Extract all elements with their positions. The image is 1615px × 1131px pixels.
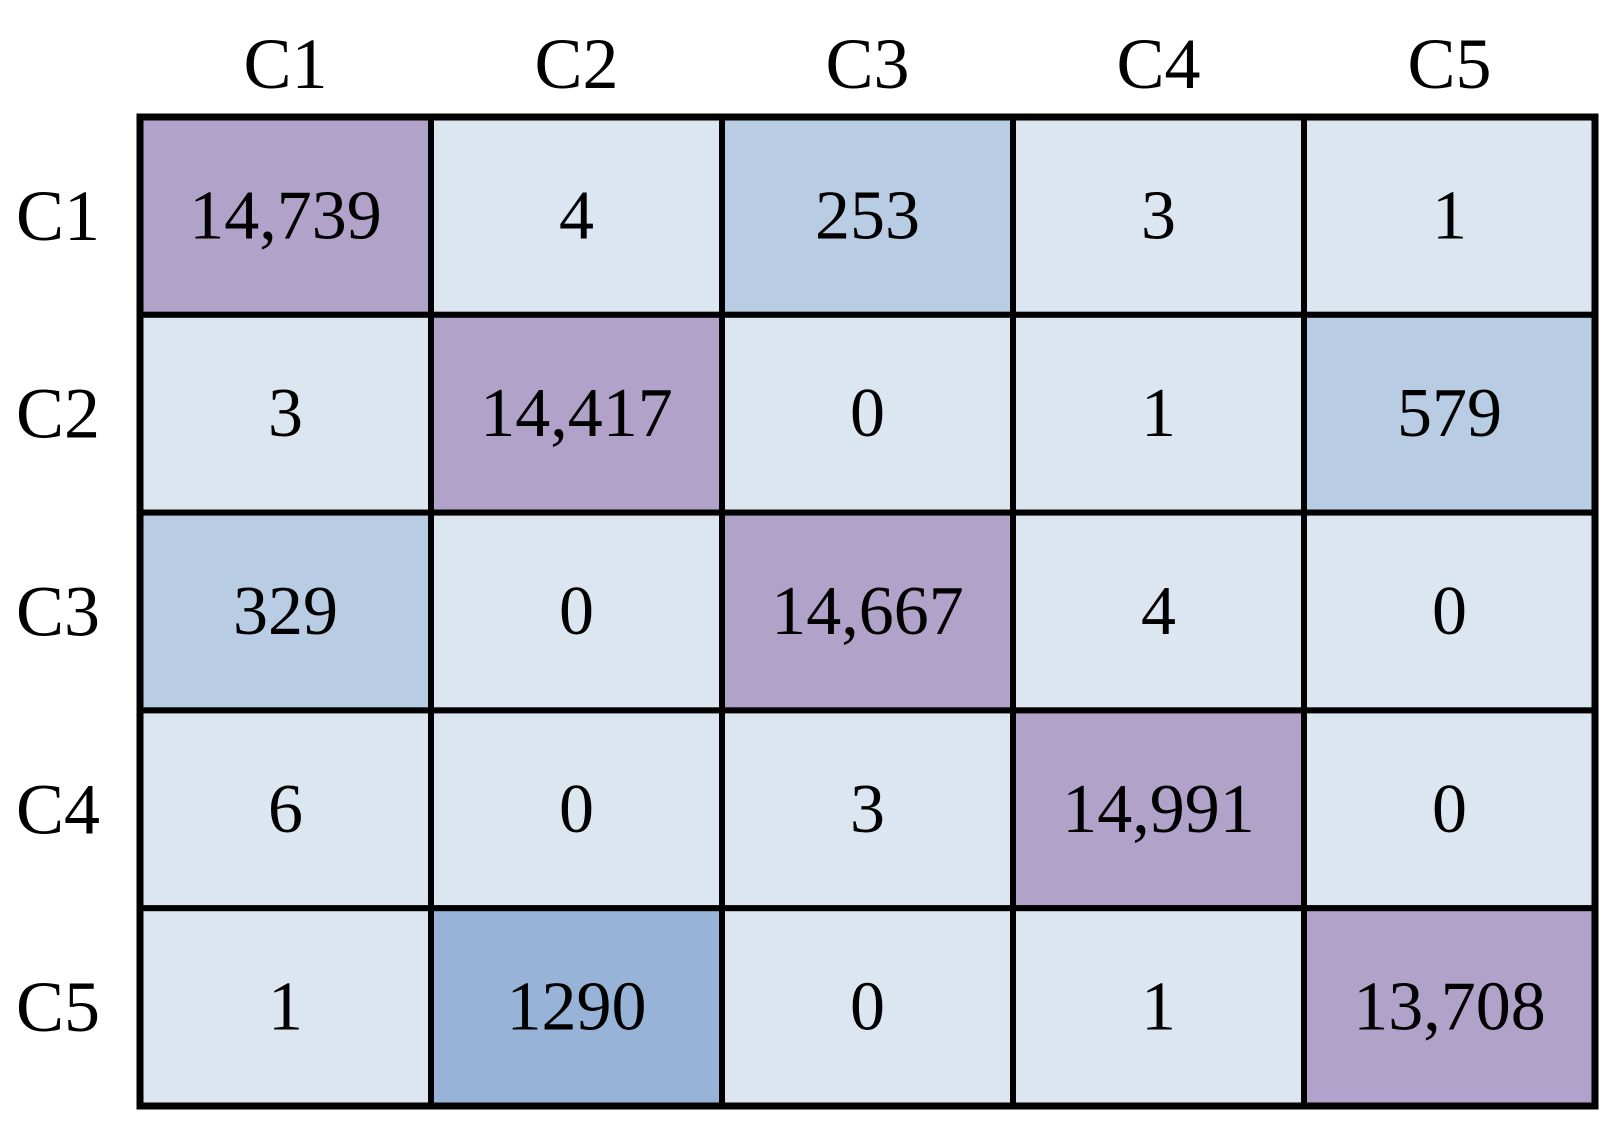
- column-label-c3: C3: [825, 24, 909, 104]
- matrix-cells: [137, 114, 1598, 1110]
- row-label-c1: C1: [16, 176, 100, 256]
- cell-value-r1-c1: 14,739: [189, 177, 382, 254]
- cell-value-r4-c4: 14,991: [1062, 771, 1255, 848]
- matrix-cell-r4-c5: [1301, 707, 1598, 912]
- cell-value-r4-c5: 0: [1432, 771, 1467, 848]
- matrix-cell-r2-c3: [719, 311, 1016, 516]
- column-label-c4: C4: [1116, 24, 1200, 104]
- cell-value-r4-c2: 0: [559, 771, 594, 848]
- cell-value-r1-c2: 4: [559, 177, 594, 254]
- matrix-outer-border: [136, 113, 1599, 1110]
- row-label-c4: C4: [16, 769, 100, 849]
- cell-value-r3-c3: 14,667: [771, 573, 964, 650]
- cell-value-r1-c3: 253: [815, 177, 920, 254]
- column-label-c2: C2: [534, 24, 618, 104]
- row-label-c5: C5: [16, 967, 100, 1047]
- matrix-cell-r5-c3: [719, 905, 1016, 1110]
- matrix-cell-r4-c4: [1010, 707, 1307, 912]
- matrix-cell-r3-c4: [1010, 509, 1307, 714]
- cell-value-r2-c3: 0: [850, 375, 885, 452]
- column-header-labels: C1 C2 C3 C4 C5: [243, 24, 1491, 104]
- matrix-cell-r5-c1: [137, 905, 434, 1110]
- row-header-labels: C1 C2 C3 C4 C5: [16, 176, 100, 1047]
- row-label-c2: C2: [16, 374, 100, 454]
- matrix-cell-values: 14,739 4 253 3 1 3 14,417 0 1 579 329 0 14,667 4 0 6 0 3 1…: [189, 177, 1546, 1045]
- cell-value-r2-c1: 3: [268, 375, 303, 452]
- cell-value-r3-c2: 0: [559, 573, 594, 650]
- cell-value-r5-c3: 0: [850, 969, 885, 1046]
- cell-value-r2-c5: 579: [1397, 375, 1502, 452]
- cell-value-r1-c5: 1: [1432, 177, 1467, 254]
- column-label-c5: C5: [1407, 24, 1491, 104]
- row-label-c3: C3: [16, 572, 100, 652]
- cell-value-r3-c4: 4: [1141, 573, 1176, 650]
- cell-value-r4-c1: 6: [268, 771, 303, 848]
- cell-value-r3-c5: 0: [1432, 573, 1467, 650]
- cell-value-r5-c1: 1: [268, 969, 303, 1046]
- cell-value-r5-c2: 1290: [507, 969, 647, 1046]
- cell-value-r2-c4: 1: [1141, 375, 1176, 452]
- matrix-cell-r2-c5: [1301, 311, 1598, 516]
- cell-value-r4-c3: 3: [850, 771, 885, 848]
- cell-value-r2-c2: 14,417: [480, 375, 673, 452]
- matrix-cell-r4-c3: [719, 707, 1016, 912]
- matrix-cell-r5-c2: [428, 905, 725, 1110]
- matrix-cell-r3-c2: [428, 509, 725, 714]
- cell-value-r5-c4: 1: [1141, 969, 1176, 1046]
- cell-value-r3-c1: 329: [233, 573, 338, 650]
- matrix-cell-r4-c2: [428, 707, 725, 912]
- cell-value-r5-c5: 13,708: [1353, 969, 1546, 1046]
- cell-value-r1-c4: 3: [1141, 177, 1176, 254]
- column-label-c1: C1: [243, 24, 327, 104]
- matrix-cell-r1-c2: [428, 114, 725, 318]
